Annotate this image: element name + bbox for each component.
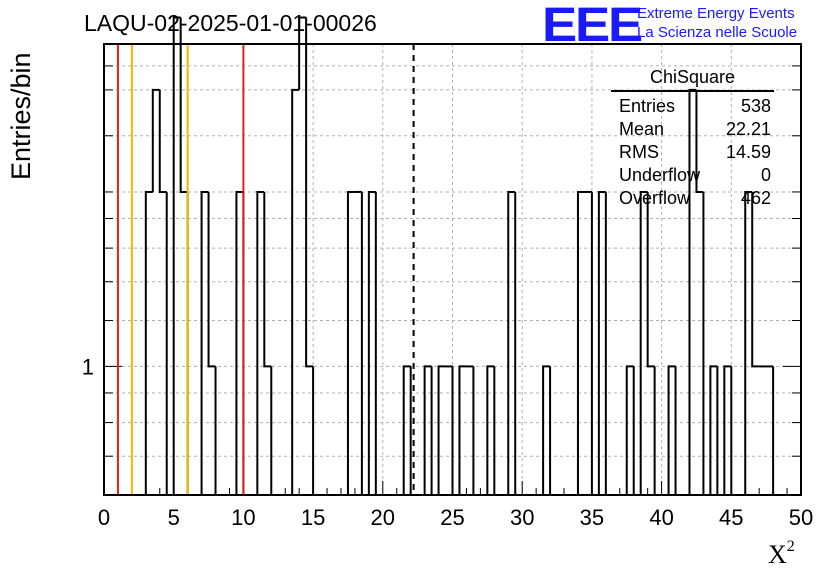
x-axis-label: X2	[768, 538, 795, 570]
histogram-bin	[367, 190, 376, 495]
histogram-bin	[702, 191, 711, 496]
eee-logo: EEE	[542, 0, 643, 52]
histogram-bin	[242, 191, 251, 496]
tick-labels: 0 5 10 15 20 25 30 35 40 45 50 1	[82, 354, 813, 530]
x-tick-label: 50	[789, 505, 813, 530]
x-tick-label: 20	[371, 505, 395, 530]
x-tick-label: 10	[231, 505, 255, 530]
histogram-bin	[437, 365, 446, 495]
histogram-bin	[542, 365, 551, 495]
stats-value: 22.21	[725, 119, 771, 139]
x-tick-label: 15	[301, 505, 325, 530]
histogram-bin	[451, 366, 460, 496]
histogram-bin	[458, 365, 467, 495]
histogram-bin	[291, 88, 300, 495]
histogram-bin	[549, 366, 558, 496]
histogram-bin	[716, 366, 725, 496]
stats-row: Mean 22.21	[611, 118, 771, 141]
histogram-bin	[298, 16, 307, 90]
histogram-bin	[472, 366, 481, 496]
histogram-bin	[751, 191, 760, 368]
histogram-bin	[667, 365, 676, 495]
y-axis-label: Entries/bin	[6, 52, 36, 180]
histogram-bin	[402, 365, 411, 495]
histogram-bin	[270, 366, 279, 496]
stats-label: Overflow	[619, 188, 691, 208]
histogram-bin	[744, 190, 753, 495]
histogram-bin	[723, 365, 732, 495]
histogram-bin	[144, 190, 153, 495]
stats-title: ChiSquare	[611, 67, 774, 92]
histogram-bin	[256, 190, 265, 495]
stats-row: Underflow 0	[611, 164, 771, 187]
histogram-bin	[590, 191, 599, 496]
histogram-bin	[653, 366, 662, 496]
stats-label: Mean	[619, 119, 665, 139]
stats-row: RMS 14.59	[611, 141, 771, 164]
histogram-bin	[430, 366, 439, 496]
histogram-bin	[374, 191, 383, 496]
histogram-bin	[507, 190, 516, 495]
histogram-bin	[158, 89, 167, 193]
stats-value: 0	[760, 165, 771, 185]
histogram-bin	[695, 89, 704, 193]
chart-title: LAQU-02-2025-01-01-00026	[84, 10, 377, 36]
histogram-bin	[730, 366, 739, 496]
histogram-bin	[576, 190, 585, 495]
histogram-bin	[493, 366, 502, 496]
histogram-bin	[207, 191, 216, 368]
histogram-bin	[214, 366, 223, 496]
histogram-bin	[604, 191, 613, 496]
histogram-bin	[305, 17, 314, 368]
eee-logo-line2: La Scienza nelle Scuole	[637, 24, 798, 41]
histogram-bin	[514, 191, 523, 496]
eee-logo-text: Extreme Energy Events La Scienza nelle S…	[637, 4, 797, 42]
stats-label: RMS	[619, 142, 659, 162]
histogram-bin	[346, 190, 355, 495]
histogram-bin	[172, 16, 181, 495]
stats-row: Overflow 462	[611, 187, 771, 210]
histogram-bin	[186, 191, 195, 496]
histogram-bin	[688, 88, 697, 495]
stats-box: ChiSquare Entries 538 Mean 22.21 RMS 14.59 …	[611, 67, 774, 210]
stats-value: 462	[740, 188, 771, 208]
stats-value: 538	[740, 96, 771, 116]
x-tick-label: 5	[168, 505, 180, 530]
histogram-bin	[646, 191, 655, 368]
histogram-bin	[486, 365, 495, 495]
x-tick-label: 40	[649, 505, 673, 530]
x-axis-label-superscript: 2	[786, 538, 795, 555]
stats-value: 14.59	[725, 142, 771, 162]
x-tick-label: 25	[440, 505, 464, 530]
histogram-bin	[312, 366, 321, 496]
reference-lines	[116, 44, 415, 495]
histogram-bin	[597, 190, 606, 495]
stats-label: Underflow	[619, 165, 701, 185]
histogram-bin	[709, 365, 718, 495]
histogram-bin	[674, 366, 683, 496]
x-tick-label: 30	[510, 505, 534, 530]
x-tick-label: 0	[98, 505, 110, 530]
histogram-bin	[632, 366, 641, 496]
x-tick-label: 35	[580, 505, 604, 530]
plot-frame	[103, 43, 802, 496]
histogram-bin	[151, 88, 160, 192]
histogram-bin	[263, 191, 272, 368]
histogram-bin	[179, 17, 188, 193]
histogram-bin	[360, 191, 369, 496]
x-tick-label: 45	[719, 505, 743, 530]
x-axis-label-text: X	[768, 540, 787, 569]
histogram-bin	[625, 365, 634, 495]
eee-logo-line1: Extreme Energy Events	[637, 5, 795, 22]
histogram-bin	[639, 190, 648, 495]
stats-row: Entries 538	[611, 95, 771, 118]
histogram-bin	[235, 190, 244, 495]
y-tick-label: 1	[82, 354, 94, 379]
histogram-bin	[423, 365, 432, 495]
histogram-bin	[200, 190, 209, 495]
histogram-bin	[165, 191, 174, 496]
stats-label: Entries	[619, 96, 676, 116]
